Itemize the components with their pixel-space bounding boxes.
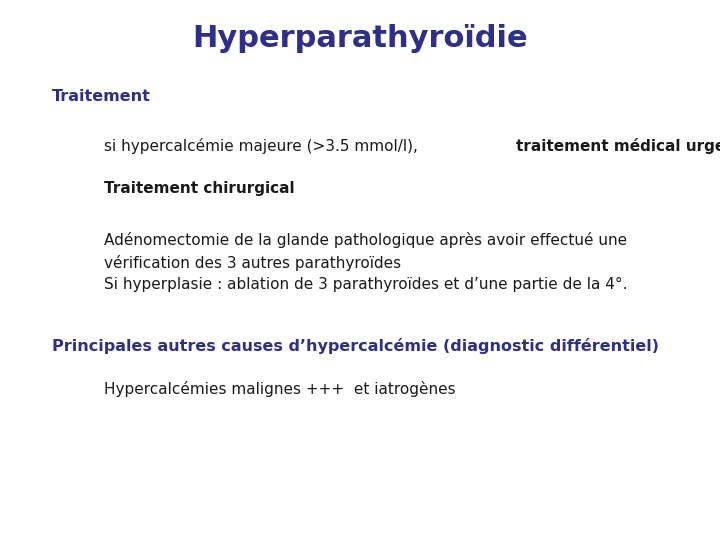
Text: Hypercalcémies malignes +++  et iatrogènes: Hypercalcémies malignes +++ et iatrogène… bbox=[104, 381, 456, 397]
Text: Adénomectomie de la glande pathologique après avoir effectué une
vérification de: Adénomectomie de la glande pathologique … bbox=[104, 232, 628, 292]
Text: si hypercalcémie majeure (>3.5 mmol/l),: si hypercalcémie majeure (>3.5 mmol/l), bbox=[104, 138, 423, 154]
Text: Traitement: Traitement bbox=[52, 89, 150, 104]
Text: Traitement chirurgical: Traitement chirurgical bbox=[104, 181, 295, 196]
Text: Hyperparathyroïdie: Hyperparathyroïdie bbox=[192, 24, 528, 53]
Text: Principales autres causes d’hypercalcémie (diagnostic différentiel): Principales autres causes d’hypercalcémi… bbox=[52, 338, 659, 354]
Text: traitement médical urgent: traitement médical urgent bbox=[516, 138, 720, 154]
